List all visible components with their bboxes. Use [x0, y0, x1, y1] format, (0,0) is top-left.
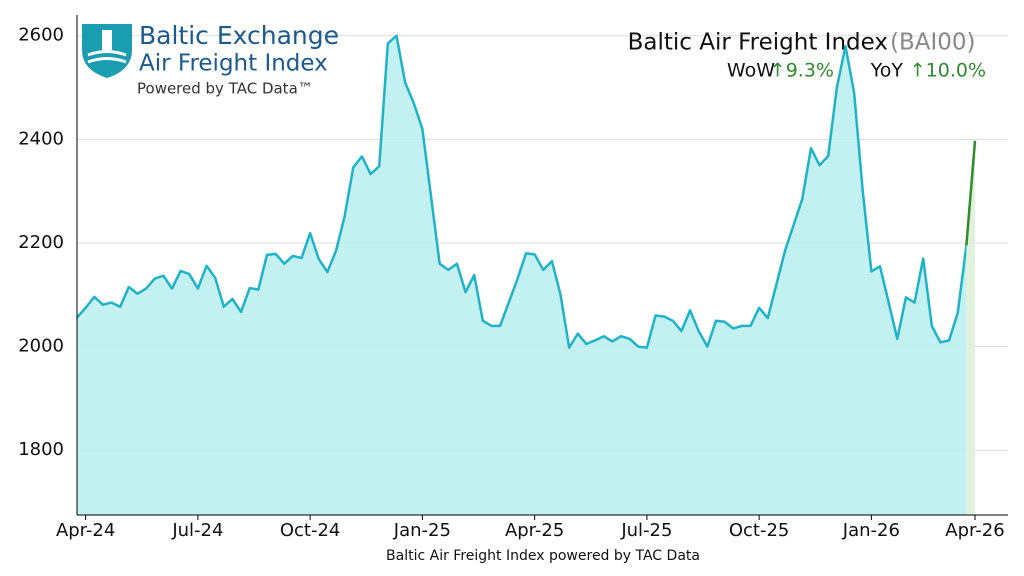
x-tick-label: Apr-24 — [56, 520, 115, 541]
logo-mark — [82, 24, 132, 78]
x-tick-label: Jul-24 — [171, 520, 223, 541]
change-value: ↑9.3% — [770, 60, 834, 82]
x-tick-label: Apr-25 — [505, 520, 564, 541]
index-area — [77, 35, 967, 515]
plot — [76, 34, 1008, 515]
change-label: YoY — [870, 60, 904, 82]
y-tick-label: 1800 — [18, 439, 64, 460]
y-tick-label: 2600 — [18, 25, 64, 46]
x-tick-label: Jan-26 — [842, 520, 900, 541]
x-tick-label: Apr-26 — [945, 520, 1004, 541]
brand-powered: Powered by TAC Data™ — [137, 80, 313, 98]
x-tick-label: Jul-25 — [620, 520, 672, 541]
latest-line — [965, 140, 977, 246]
change-value: ↑10.0% — [910, 60, 986, 82]
y-tick-label: 2000 — [18, 336, 64, 357]
brand-name: Baltic Exchange — [139, 21, 339, 50]
change-label: WoW — [727, 60, 775, 82]
chart-title: Baltic Air Freight Index — [628, 30, 888, 56]
y-tick-label: 2200 — [18, 232, 64, 253]
index-line — [76, 34, 968, 349]
y-tick-label: 2400 — [18, 128, 64, 149]
brand-product: Air Freight Index — [139, 51, 328, 77]
x-tick-label: Oct-25 — [729, 520, 790, 541]
x-tick-label: Oct-24 — [280, 520, 341, 541]
x-tick-label: Jan-25 — [393, 520, 451, 541]
footer: Baltic Air Freight Index powered by TAC … — [386, 548, 700, 564]
index-code: (BAI00) — [890, 30, 976, 56]
